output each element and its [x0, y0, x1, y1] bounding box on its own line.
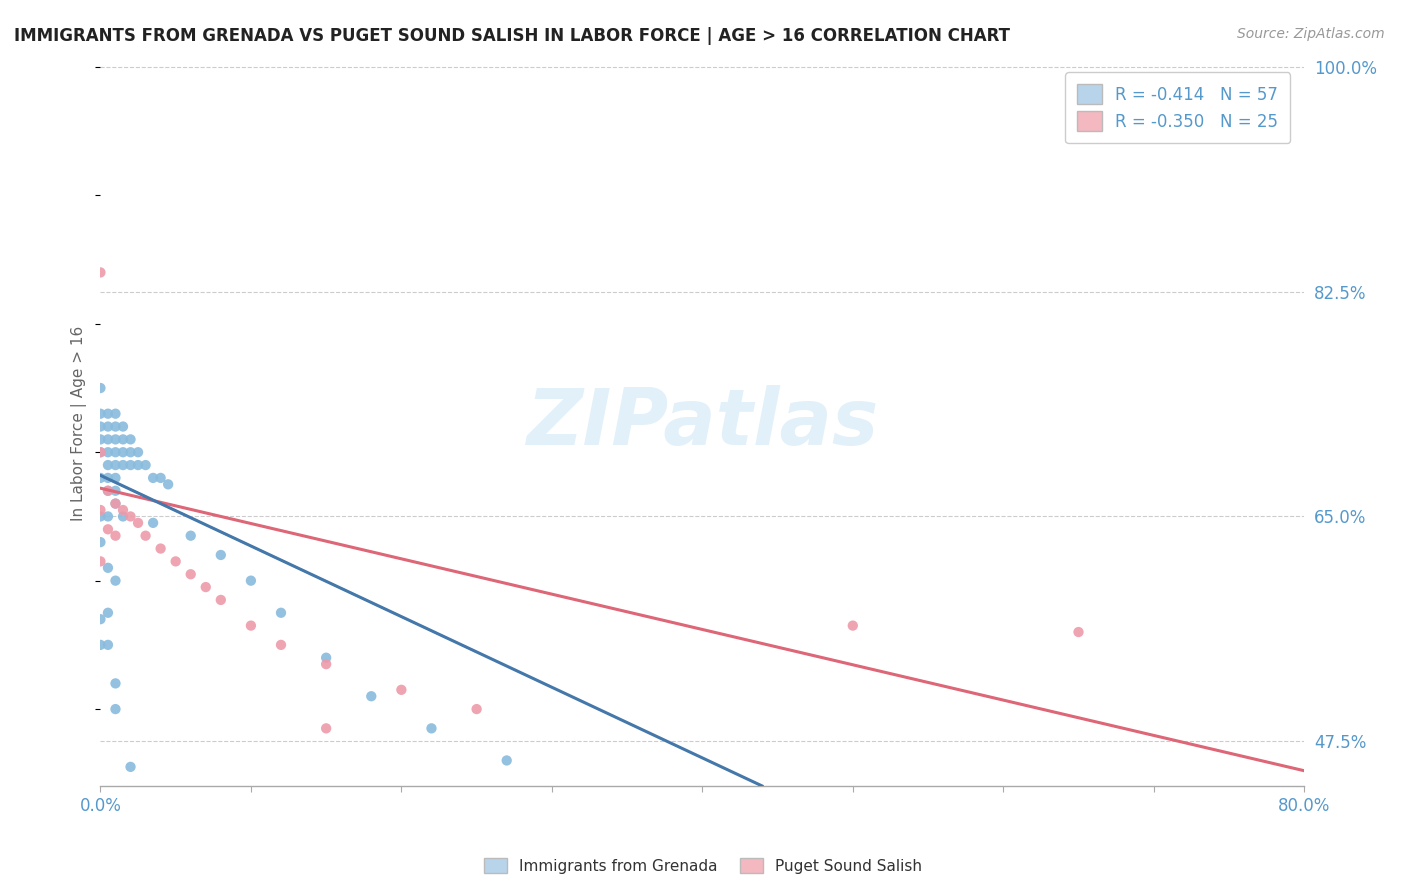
Point — [97, 419, 120, 434]
Point — [97, 433, 120, 447]
Point — [89, 612, 111, 626]
Text: Source: ZipAtlas.com: Source: ZipAtlas.com — [1237, 27, 1385, 41]
Point — [165, 554, 187, 568]
Point — [111, 433, 134, 447]
Point — [89, 407, 111, 421]
Point — [180, 529, 202, 543]
Point — [104, 407, 127, 421]
Point — [111, 509, 134, 524]
Point — [97, 638, 120, 652]
Point — [239, 618, 262, 632]
Point — [104, 676, 127, 690]
Point — [270, 638, 292, 652]
Point — [1067, 625, 1090, 640]
Point — [120, 760, 142, 774]
Point — [97, 458, 120, 472]
Point — [89, 445, 111, 459]
Y-axis label: In Labor Force | Age > 16: In Labor Force | Age > 16 — [72, 326, 87, 521]
Point — [111, 503, 134, 517]
Point — [270, 606, 292, 620]
Point — [135, 529, 157, 543]
Point — [89, 535, 111, 549]
Point — [97, 471, 120, 485]
Point — [111, 419, 134, 434]
Point — [104, 529, 127, 543]
Point — [111, 445, 134, 459]
Point — [104, 497, 127, 511]
Point — [194, 580, 217, 594]
Point — [104, 445, 127, 459]
Point — [142, 471, 165, 485]
Point — [104, 419, 127, 434]
Point — [157, 477, 180, 491]
Point — [209, 593, 232, 607]
Point — [97, 522, 120, 536]
Point — [104, 702, 127, 716]
Point — [127, 516, 149, 530]
Point — [89, 419, 111, 434]
Point — [142, 516, 165, 530]
Point — [104, 574, 127, 588]
Point — [89, 471, 111, 485]
Point — [149, 541, 172, 556]
Point — [97, 407, 120, 421]
Point — [127, 458, 149, 472]
Text: ZIPatlas: ZIPatlas — [526, 385, 879, 461]
Point — [586, 792, 609, 806]
Point — [360, 690, 382, 704]
Point — [104, 483, 127, 498]
Point — [120, 509, 142, 524]
Point — [89, 433, 111, 447]
Point — [97, 483, 120, 498]
Point — [389, 682, 412, 697]
Point — [315, 657, 337, 672]
Point — [111, 458, 134, 472]
Point — [135, 458, 157, 472]
Point — [315, 650, 337, 665]
Point — [104, 458, 127, 472]
Point — [89, 554, 111, 568]
Point — [89, 638, 111, 652]
Point — [97, 483, 120, 498]
Point — [149, 471, 172, 485]
Point — [465, 702, 488, 716]
Point — [495, 754, 517, 768]
Point — [239, 574, 262, 588]
Point — [842, 618, 865, 632]
Point — [120, 433, 142, 447]
Point — [97, 509, 120, 524]
Point — [97, 445, 120, 459]
Point — [209, 548, 232, 562]
Point — [104, 433, 127, 447]
Point — [180, 567, 202, 582]
Legend: Immigrants from Grenada, Puget Sound Salish: Immigrants from Grenada, Puget Sound Sal… — [478, 852, 928, 880]
Point — [89, 381, 111, 395]
Point — [104, 471, 127, 485]
Point — [89, 509, 111, 524]
Point — [120, 445, 142, 459]
Point — [127, 445, 149, 459]
Legend: R = -0.414   N = 57, R = -0.350   N = 25: R = -0.414 N = 57, R = -0.350 N = 25 — [1066, 72, 1289, 143]
Point — [120, 458, 142, 472]
Point — [89, 503, 111, 517]
Point — [89, 265, 111, 279]
Point — [97, 561, 120, 575]
Point — [104, 497, 127, 511]
Point — [89, 445, 111, 459]
Point — [420, 722, 443, 736]
Text: IMMIGRANTS FROM GRENADA VS PUGET SOUND SALISH IN LABOR FORCE | AGE > 16 CORRELAT: IMMIGRANTS FROM GRENADA VS PUGET SOUND S… — [14, 27, 1010, 45]
Point — [315, 722, 337, 736]
Point — [97, 606, 120, 620]
